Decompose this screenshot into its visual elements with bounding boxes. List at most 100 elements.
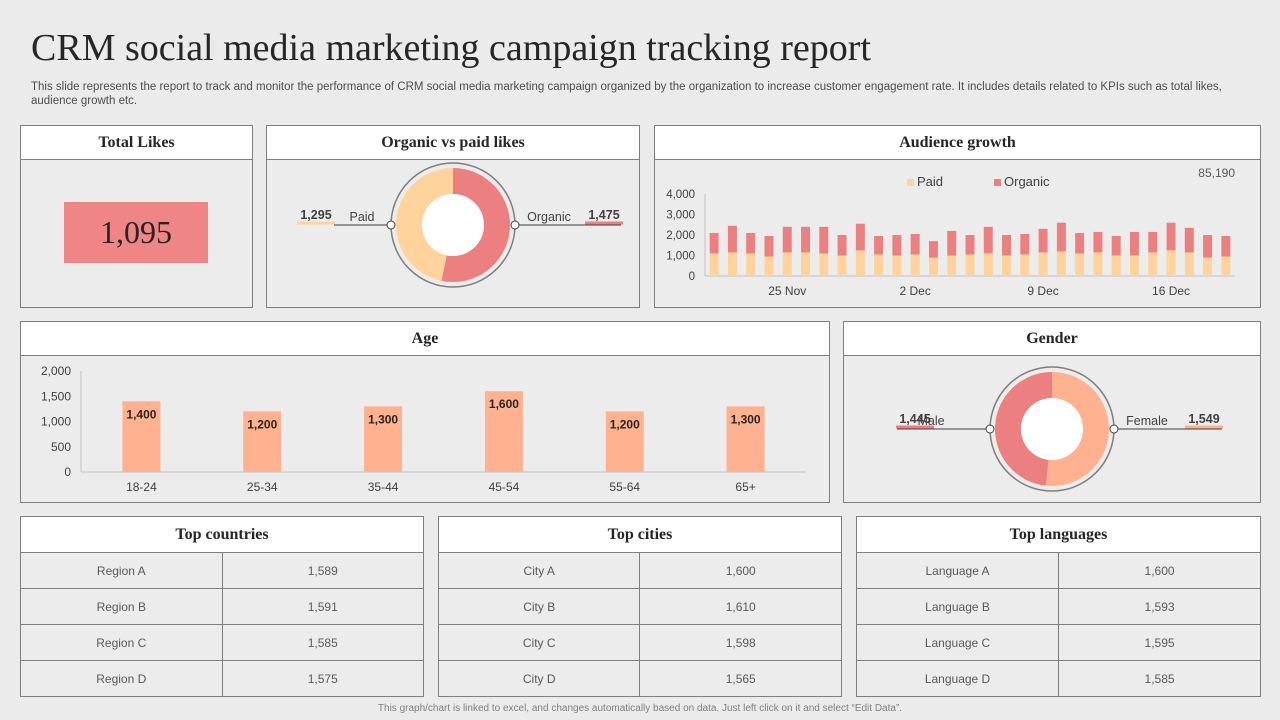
bar-paid bbox=[855, 250, 865, 276]
x-tick-label: 9 Dec bbox=[1027, 284, 1058, 298]
bar-paid bbox=[1184, 252, 1194, 276]
city-name: City A bbox=[437, 552, 641, 589]
y-tick-label: 1,000 bbox=[41, 415, 71, 429]
age-bar-value: 1,600 bbox=[489, 397, 519, 411]
bar-paid bbox=[1148, 252, 1158, 276]
donut-hole bbox=[422, 194, 484, 256]
bar-organic bbox=[709, 232, 719, 254]
bar-organic bbox=[1203, 235, 1213, 258]
language-name: Language A bbox=[855, 552, 1060, 589]
country-value: 1,589 bbox=[221, 552, 425, 589]
top-countries-heading: Top countries bbox=[20, 516, 424, 553]
bar-organic bbox=[1166, 222, 1176, 251]
bar-organic bbox=[928, 241, 938, 258]
total-likes-panel: Total Likes 1,095 bbox=[20, 125, 253, 308]
bar-organic bbox=[874, 236, 884, 255]
age-bar bbox=[243, 411, 282, 472]
city-name: City C bbox=[437, 624, 641, 661]
x-tick-label: 55-64 bbox=[609, 480, 640, 494]
bar-paid bbox=[727, 252, 737, 276]
bar-paid bbox=[874, 254, 884, 276]
bar-paid bbox=[764, 256, 774, 276]
x-tick-label: 18-24 bbox=[126, 480, 157, 494]
table-row: Region A 1,589 bbox=[20, 552, 425, 589]
value-organic: 1,475 bbox=[588, 208, 619, 222]
bar-paid bbox=[1038, 252, 1048, 276]
organic-vs-paid-heading: Organic vs paid likes bbox=[267, 126, 639, 160]
bar-paid bbox=[709, 253, 719, 276]
top-languages-table: Top languages Language A 1,600 Language B… bbox=[855, 516, 1261, 697]
table-row: Language D 1,585 bbox=[855, 660, 1261, 697]
bar-organic bbox=[1184, 227, 1194, 253]
organic-vs-paid-panel: Organic vs paid likes Paid Organic 1,295 1,… bbox=[266, 125, 640, 308]
language-value: 1,585 bbox=[1058, 660, 1261, 697]
bar-paid bbox=[782, 252, 792, 276]
x-tick-label: 65+ bbox=[735, 480, 755, 494]
bar-organic bbox=[819, 226, 829, 254]
bar-organic bbox=[947, 230, 957, 256]
table-row: City D 1,565 bbox=[437, 660, 842, 697]
bar-organic bbox=[1075, 232, 1085, 254]
gender-heading: Gender bbox=[844, 322, 1260, 356]
donut-hole bbox=[1021, 398, 1083, 460]
language-name: Language D bbox=[855, 660, 1060, 697]
y-tick-label: 2,000 bbox=[41, 364, 71, 378]
y-tick-label: 0 bbox=[689, 271, 695, 283]
bar-paid bbox=[1056, 251, 1066, 276]
y-tick-label: 3,000 bbox=[666, 210, 695, 222]
bar-organic bbox=[1020, 233, 1030, 255]
bar-paid bbox=[1129, 255, 1139, 276]
bar-organic bbox=[892, 235, 902, 256]
x-tick-label: 35-44 bbox=[368, 480, 399, 494]
label-male: Male bbox=[917, 414, 944, 428]
table-row: Language A 1,600 bbox=[855, 552, 1261, 589]
page-title: CRM social media marketing campaign trac… bbox=[31, 27, 871, 69]
x-tick-label: 25-34 bbox=[247, 480, 278, 494]
bar-organic bbox=[1111, 236, 1121, 256]
value-paid: 1,295 bbox=[300, 208, 331, 222]
city-value: 1,565 bbox=[639, 660, 842, 697]
bar-organic bbox=[801, 226, 811, 253]
slice-paid bbox=[396, 168, 453, 281]
bar-organic bbox=[1038, 228, 1048, 253]
bar-organic bbox=[727, 225, 737, 253]
bar-paid bbox=[892, 255, 902, 276]
age-bar bbox=[364, 406, 403, 472]
bar-organic bbox=[965, 235, 975, 255]
bar-organic bbox=[910, 233, 920, 255]
age-panel: Age 2,000 1,500 1,000 500 0 1,400 18-24 1,200 25… bbox=[20, 321, 830, 503]
age-bar-value: 1,200 bbox=[610, 417, 640, 431]
language-value: 1,595 bbox=[1058, 624, 1261, 661]
slice-female bbox=[1045, 372, 1109, 486]
label-female: Female bbox=[1126, 414, 1168, 428]
gender-panel: Gender Male Female 1,445 1,549 bbox=[843, 321, 1261, 503]
bar-organic bbox=[983, 226, 993, 254]
country-name: Region B bbox=[20, 588, 223, 625]
page-description: This slide represents the report to trac… bbox=[31, 81, 1222, 107]
age-bar bbox=[122, 401, 161, 472]
bar-paid bbox=[1075, 253, 1085, 276]
audience-growth-heading: Audience growth bbox=[655, 126, 1260, 160]
language-name: Language C bbox=[855, 624, 1060, 661]
bar-organic bbox=[746, 232, 756, 254]
bar-paid bbox=[947, 255, 957, 276]
country-value: 1,575 bbox=[221, 660, 425, 697]
bar-organic bbox=[1056, 222, 1066, 252]
age-bar-value: 1,200 bbox=[247, 417, 277, 431]
city-name: City D bbox=[437, 660, 641, 697]
bar-organic bbox=[1148, 231, 1158, 253]
table-row: Region D 1,575 bbox=[20, 660, 425, 697]
leader-dot-left bbox=[386, 220, 396, 230]
slice-male bbox=[995, 372, 1052, 486]
total-likes-value: 1,095 bbox=[64, 202, 208, 263]
bar-organic bbox=[1093, 231, 1103, 253]
bar-paid bbox=[910, 254, 920, 276]
bar-paid bbox=[1166, 250, 1176, 276]
bar-paid bbox=[1002, 255, 1012, 276]
table-row: City B 1,610 bbox=[437, 588, 842, 625]
country-value: 1,591 bbox=[221, 588, 425, 625]
leader-dot-right bbox=[510, 220, 520, 230]
top-countries-table: Top countries Region A 1,589 Region B 1,59… bbox=[20, 516, 425, 697]
table-row: Region C 1,585 bbox=[20, 624, 425, 661]
bar-organic bbox=[855, 223, 865, 251]
